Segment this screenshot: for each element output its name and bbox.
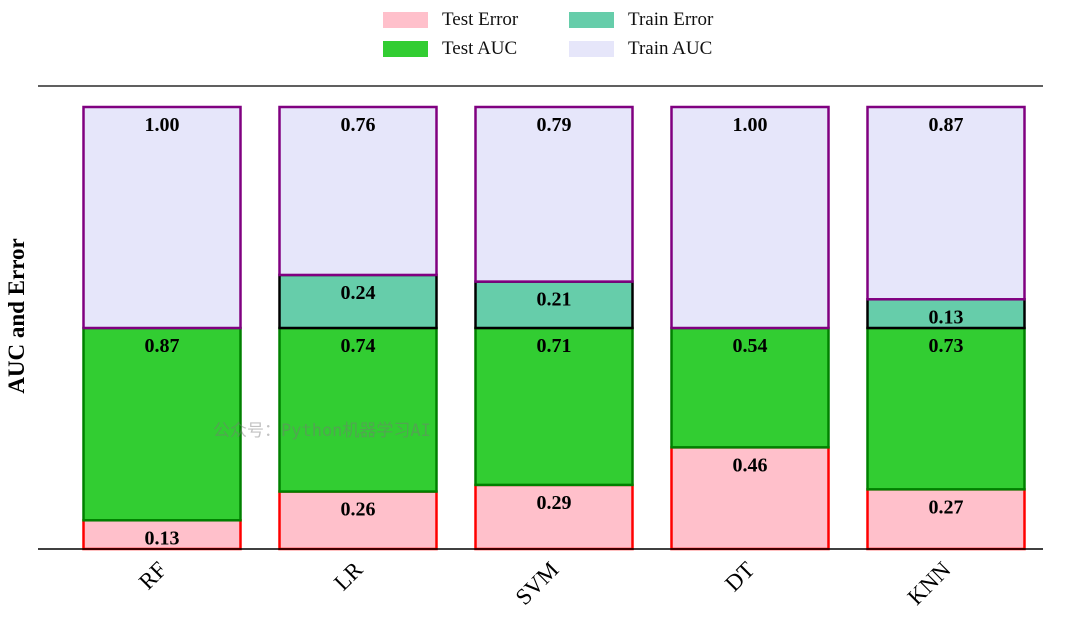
legend-swatch-train-error <box>569 12 614 28</box>
legend-label-train-error: Train Error <box>628 9 714 30</box>
x-tick-label-dt: DT <box>720 557 759 596</box>
legend-item-train-auc: Train AUC <box>569 37 712 61</box>
data-label-test-auc-dt: 0.54 <box>733 335 768 357</box>
data-label-test-error-lr: 0.26 <box>341 499 376 521</box>
data-label-train-auc-dt: 1.00 <box>733 114 768 136</box>
watermark: 公众号：Python机器学习AI <box>213 421 431 441</box>
bar-test-error-lr <box>278 490 438 551</box>
bar-test-auc-knn <box>866 326 1026 491</box>
bar-test-auc-lr <box>278 326 438 493</box>
data-label-train-auc-lr: 0.76 <box>341 114 376 136</box>
data-label-train-auc-svm: 0.79 <box>537 114 572 136</box>
y-axis-label: AUC and Error <box>4 238 29 394</box>
x-tick-label-svm: SVM <box>511 557 564 610</box>
data-label-test-error-knn: 0.27 <box>929 496 964 518</box>
legend-label-test-auc: Test AUC <box>442 38 518 59</box>
bar-test-error-dt <box>670 446 830 551</box>
data-label-test-auc-lr: 0.74 <box>341 335 376 357</box>
legend-swatch-train-auc <box>569 41 614 57</box>
bar-test-auc-svm <box>474 326 634 487</box>
bar-train-auc-svm <box>474 105 634 283</box>
data-label-test-auc-knn: 0.73 <box>929 335 964 357</box>
bar-test-auc-rf <box>82 326 242 522</box>
bar-test-error-knn <box>866 488 1026 551</box>
data-label-test-error-rf: 0.13 <box>145 527 180 549</box>
legend: Test Error Train Error Test AUC Train AU… <box>383 8 783 64</box>
x-tick-label-lr: LR <box>329 556 368 595</box>
bar-train-error-lr <box>278 273 438 330</box>
data-label-test-auc-svm: 0.71 <box>537 335 572 357</box>
data-label-test-error-dt: 0.46 <box>733 454 768 476</box>
data-label-train-auc-rf: 1.00 <box>145 114 180 136</box>
legend-item-train-error: Train Error <box>569 8 713 32</box>
legend-swatch-test-auc <box>383 41 428 57</box>
data-label-train-auc-knn: 0.87 <box>929 114 964 136</box>
legend-label-test-error: Test Error <box>442 9 519 30</box>
bar-train-auc-knn <box>866 105 1026 301</box>
data-label-test-error-svm: 0.29 <box>537 492 572 514</box>
legend-item-test-error: Test Error <box>383 8 518 32</box>
legend-swatch-test-error <box>383 12 428 28</box>
bar-test-auc-dt <box>670 326 830 449</box>
data-label-train-error-lr: 0.24 <box>341 282 376 304</box>
x-tick-label-knn: KNN <box>903 557 956 610</box>
x-tick-label-rf: RF <box>134 557 172 595</box>
bar-train-auc-rf <box>82 105 242 330</box>
data-label-test-auc-rf: 0.87 <box>145 335 180 357</box>
legend-item-test-auc: Test AUC <box>383 37 517 61</box>
bar-train-auc-dt <box>670 105 830 330</box>
legend-label-train-auc: Train AUC <box>628 38 713 59</box>
data-label-train-error-svm: 0.21 <box>537 289 572 311</box>
data-label-train-error-knn: 0.13 <box>929 306 964 328</box>
bar-train-error-svm <box>474 280 634 330</box>
bar-train-auc-lr <box>278 105 438 277</box>
